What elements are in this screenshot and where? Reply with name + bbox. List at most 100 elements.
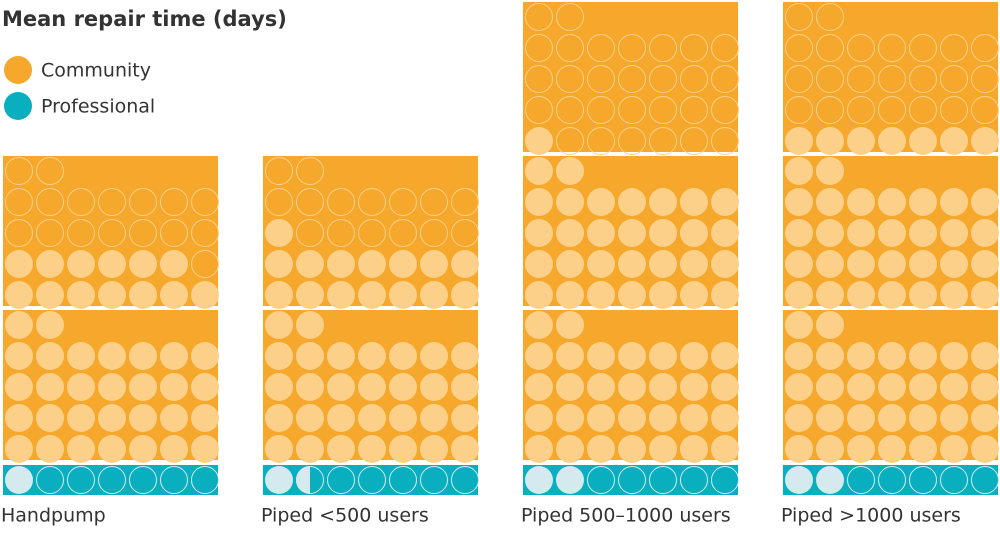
unit <box>711 435 739 463</box>
unit-outline <box>525 3 553 31</box>
unit-outline <box>556 65 584 93</box>
unit <box>420 342 448 370</box>
unit <box>420 373 448 401</box>
unit-outline <box>878 96 906 124</box>
unit-outline <box>160 219 188 247</box>
unit <box>556 466 584 494</box>
unit <box>816 127 844 155</box>
unit <box>556 404 584 432</box>
unit <box>525 281 553 309</box>
unit <box>296 404 324 432</box>
unit <box>556 219 584 247</box>
unit-outline <box>556 34 584 62</box>
unit-outline <box>618 65 646 93</box>
unit <box>909 127 937 155</box>
unit <box>556 435 584 463</box>
unit <box>847 219 875 247</box>
unit <box>265 466 293 494</box>
unit <box>847 127 875 155</box>
unit <box>191 281 219 309</box>
unit <box>36 373 64 401</box>
unit <box>909 281 937 309</box>
unit <box>711 342 739 370</box>
unit <box>160 404 188 432</box>
unit-outline <box>847 34 875 62</box>
unit <box>785 250 813 278</box>
unit <box>816 373 844 401</box>
unit <box>785 373 813 401</box>
unit <box>618 435 646 463</box>
unit <box>525 466 553 494</box>
unit <box>98 250 126 278</box>
unit-outline <box>5 188 33 216</box>
unit <box>265 219 293 247</box>
unit <box>98 281 126 309</box>
unit-outline <box>909 65 937 93</box>
x-tick-label: Piped <500 users <box>261 505 429 527</box>
unit <box>451 342 479 370</box>
unit-outline <box>618 96 646 124</box>
unit <box>451 281 479 309</box>
unit <box>389 435 417 463</box>
unit-outline <box>680 466 708 494</box>
unit-outline <box>98 219 126 247</box>
unit-outline <box>327 466 355 494</box>
chart-title: Mean repair time (days) <box>2 7 287 31</box>
unit <box>327 435 355 463</box>
x-tick-label: Piped >1000 users <box>781 505 961 527</box>
unit <box>649 373 677 401</box>
unit <box>785 342 813 370</box>
unit <box>129 404 157 432</box>
unit <box>816 342 844 370</box>
unit <box>878 219 906 247</box>
unit <box>847 342 875 370</box>
unit <box>358 281 386 309</box>
unit <box>680 219 708 247</box>
unit <box>618 342 646 370</box>
legend-swatch <box>4 56 32 84</box>
unit <box>525 157 553 185</box>
unit <box>785 435 813 463</box>
unit <box>711 281 739 309</box>
unit-outline <box>265 157 293 185</box>
unit <box>358 373 386 401</box>
unit <box>816 219 844 247</box>
unit <box>711 188 739 216</box>
unit <box>680 281 708 309</box>
unit-outline <box>649 466 677 494</box>
unit <box>358 342 386 370</box>
unit <box>847 188 875 216</box>
unit <box>785 311 813 339</box>
unit <box>711 373 739 401</box>
unit <box>940 404 968 432</box>
unit-outline <box>940 65 968 93</box>
unit <box>909 188 937 216</box>
unit <box>878 127 906 155</box>
unit <box>420 435 448 463</box>
unit-outline <box>67 188 95 216</box>
unit-outline <box>971 466 999 494</box>
unit <box>420 281 448 309</box>
unit <box>327 342 355 370</box>
unit-outline <box>67 219 95 247</box>
professional-bar <box>523 465 739 495</box>
unit-outline <box>909 96 937 124</box>
unit <box>129 250 157 278</box>
unit <box>680 404 708 432</box>
unit <box>98 342 126 370</box>
x-tick-label: Handpump <box>1 505 106 527</box>
block <box>263 156 478 306</box>
unit <box>5 281 33 309</box>
unit <box>556 311 584 339</box>
professional-bar <box>263 465 479 495</box>
unit <box>556 342 584 370</box>
unit-outline <box>191 219 219 247</box>
unit <box>711 219 739 247</box>
unit <box>878 188 906 216</box>
unit-partial <box>296 466 310 494</box>
unit <box>67 435 95 463</box>
unit-outline <box>67 466 95 494</box>
unit <box>909 342 937 370</box>
unit <box>5 466 33 494</box>
unit <box>327 373 355 401</box>
